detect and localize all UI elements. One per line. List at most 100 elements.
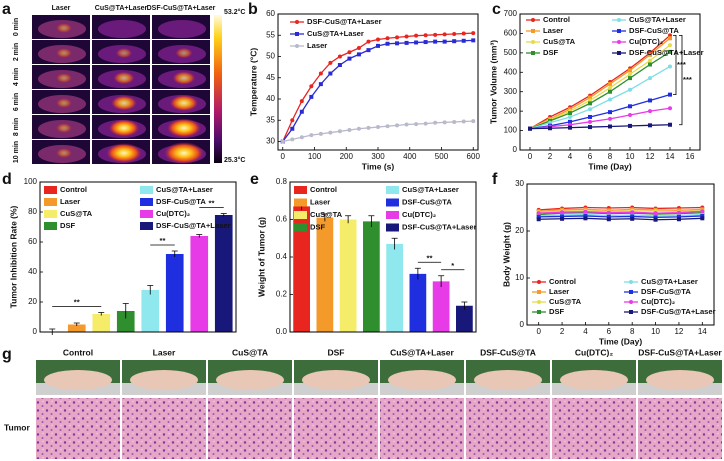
marker [433,39,438,44]
legend-swatch [294,211,307,219]
marker [630,214,635,219]
legend-marker [531,18,535,22]
tissue-section [208,398,292,459]
plot-frame [526,183,715,326]
panel-label: c [492,1,501,18]
marker [290,137,295,142]
marker [588,101,592,106]
marker [452,39,457,44]
y-axis-title: Tumor Volume (mm³) [488,40,498,124]
error-bar [345,215,352,224]
series-line [529,65,671,130]
marker [395,41,400,46]
legend-label: Cu(DTC)₂ [641,297,675,306]
bar [456,305,473,332]
y-tick-label: 0.0 [276,327,288,336]
series-line [538,213,703,217]
legend-label: Control [543,15,570,24]
legend-swatch [44,222,57,230]
y-tick-label: 100 [24,177,38,186]
y-tick-label: 40 [266,94,275,103]
heat-spot [169,94,199,112]
marker [608,85,612,90]
legend-label: Laser [310,198,330,207]
marker [404,34,409,39]
marker [414,122,419,127]
marker [461,119,466,124]
marker [588,107,592,112]
marker [668,43,672,48]
y-tick-label: 200 [504,106,518,115]
group-label: DSF-CuS@TA [480,347,536,357]
marker [280,139,285,144]
marker [588,119,592,124]
legend-label: Laser [543,26,563,35]
legend-marker [537,290,541,294]
marker [608,97,612,102]
heat-spot [55,97,73,109]
marker [309,133,314,138]
marker [648,52,652,57]
marker [628,87,632,92]
row-label: 10 min [13,141,20,163]
column-label: DSF-CuS@TA+Laser [147,5,216,12]
marker [648,109,652,114]
legend-marker [629,280,633,284]
y-tick-label: 0 [33,327,38,336]
marker [356,126,361,131]
x-axis-title: Time (Day) [588,161,631,171]
y-tick-label: 20 [28,297,37,306]
series-line [538,210,703,214]
mouse-body [302,370,370,390]
row-label: 8 min [13,118,20,136]
heat-spot [55,147,73,159]
marker [385,36,390,41]
plot-frame [519,13,701,151]
marker [536,217,541,222]
column-label: CuS@TA+Laser [95,5,148,12]
series-line [538,210,703,213]
panel-label: f [492,171,498,188]
x-tick-label: 14 [666,152,675,161]
heat-spot [55,122,73,134]
error-bar [321,213,328,222]
panel-label: b [248,1,258,18]
bar [386,243,403,332]
heat-spot [55,47,73,59]
legend-label: Laser [307,41,327,50]
marker [337,129,342,134]
legend-swatch [386,186,399,194]
marker [628,76,632,81]
tissue-section [552,398,636,459]
legend-label: Control [310,185,337,194]
y-axis-title: Weight of Tumor (g) [256,217,266,297]
row-label: Tumor [4,422,31,432]
mouse-body [388,370,456,390]
group-label: DSF [328,347,345,357]
legend-label: DSF [60,221,76,230]
x-tick-label: 12 [646,152,655,161]
scale-min: 25.3°C [224,156,245,164]
significance-label: ** [209,199,215,208]
marker [628,68,632,73]
significance-bracket [679,34,683,126]
x-tick-label: 10 [626,152,635,161]
marker [583,213,588,218]
mouse-body [216,370,284,390]
marker [606,217,611,222]
legend-marker [629,290,633,294]
legend-marker [617,51,621,55]
marker [568,119,572,124]
marker [536,214,541,219]
marker [318,71,323,76]
marker [337,54,342,59]
panel-label: g [2,346,12,363]
group-label: CuS@TA [232,347,268,357]
x-axis-title: Time (s) [362,161,395,171]
marker [668,36,672,41]
legend-swatch [386,223,399,232]
marker [366,39,371,44]
error-bar [220,213,227,217]
error-bar [122,303,129,319]
y-tick-label: 50 [266,52,275,61]
